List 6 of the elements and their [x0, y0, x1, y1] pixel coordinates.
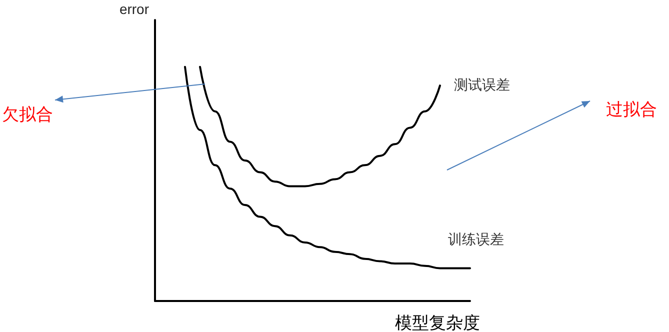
text: 过拟合 — [606, 99, 657, 121]
series-label: 训练误差 — [448, 232, 504, 248]
text: 欠拟合 — [2, 104, 53, 126]
series-label: 测试误差 — [454, 78, 510, 94]
x-axis-title: 模型复杂度 — [395, 314, 480, 332]
y-axis-title: error — [119, 1, 150, 17]
